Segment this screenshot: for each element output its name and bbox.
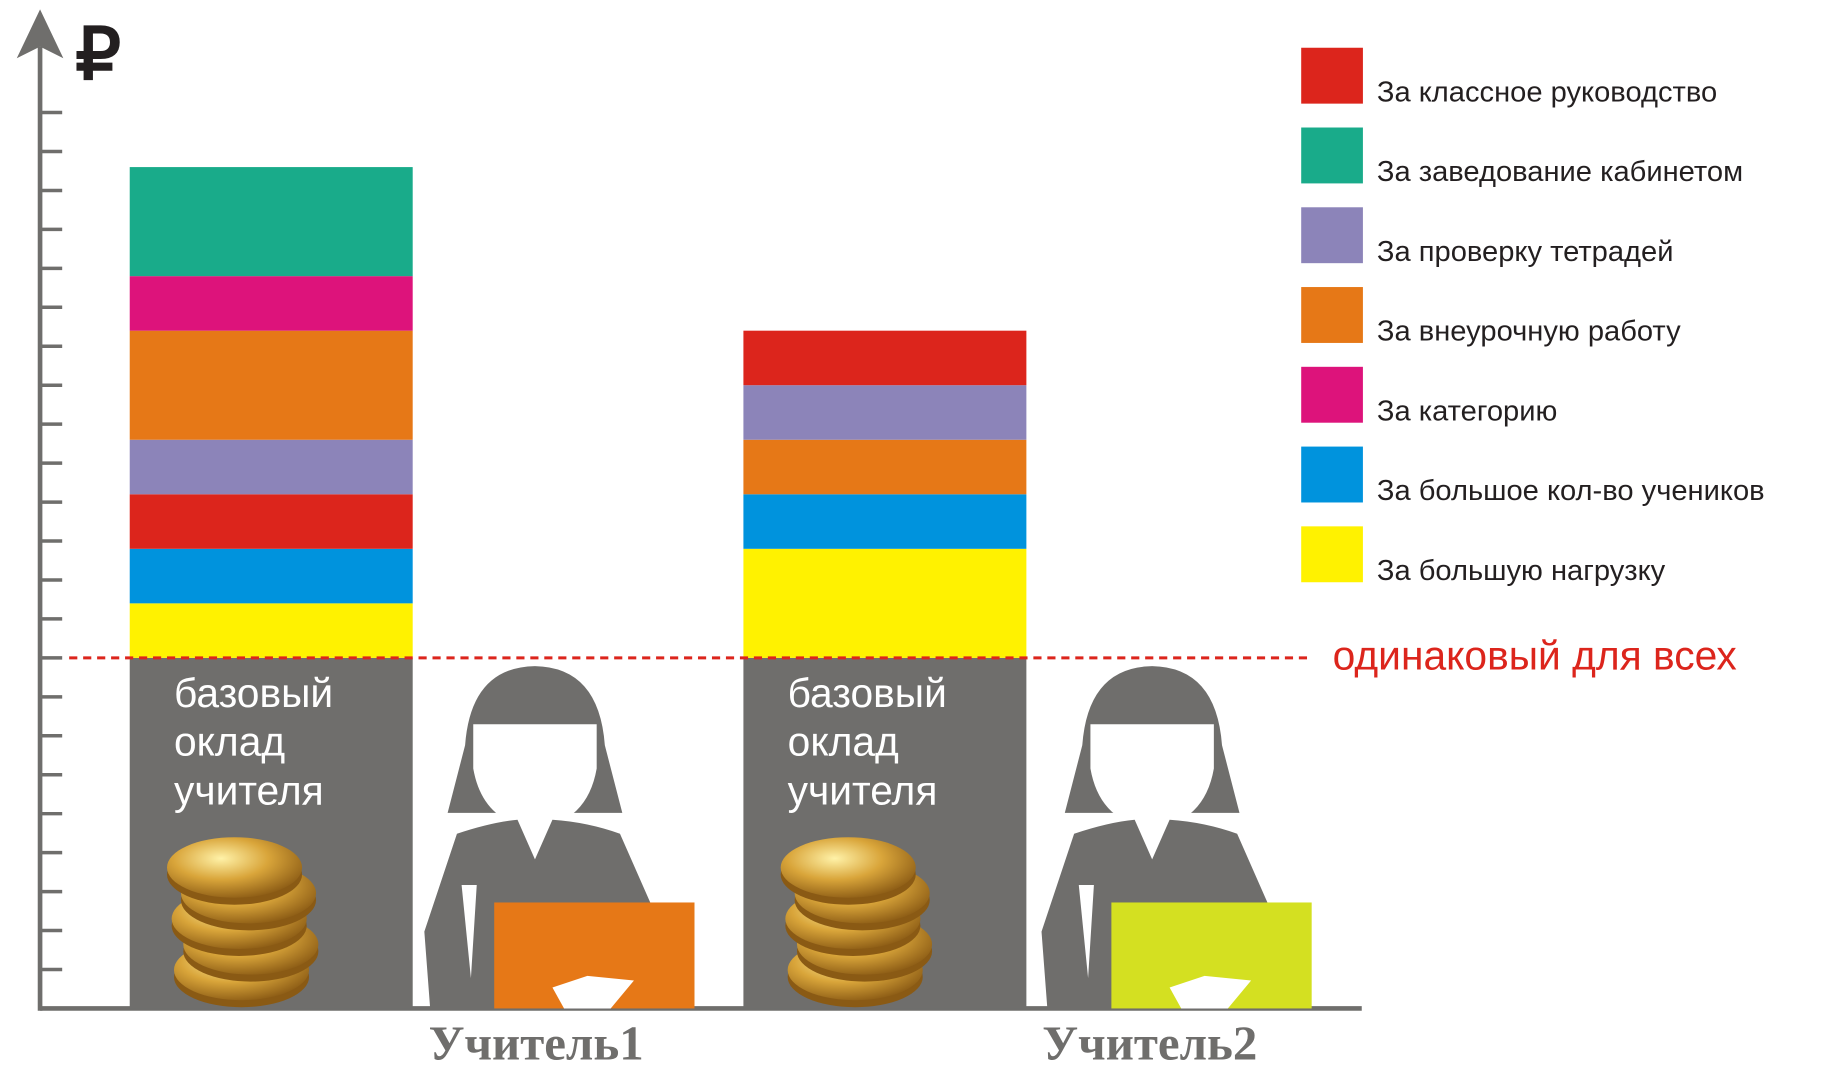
bar-segment bbox=[130, 494, 413, 549]
legend-label: За заведование кабинетом bbox=[1377, 156, 1743, 188]
bar-segment bbox=[130, 276, 413, 331]
legend-swatch bbox=[1301, 447, 1363, 503]
legend-label: За категорию bbox=[1377, 395, 1557, 427]
bar-segment bbox=[743, 385, 1026, 440]
x-tick-label: Учитель2 bbox=[1042, 1016, 1257, 1069]
legend-swatch bbox=[1301, 128, 1363, 184]
bar-segment bbox=[743, 440, 1026, 495]
y-axis-label: ₽ bbox=[75, 15, 121, 95]
legend-swatch bbox=[1301, 48, 1363, 104]
legend-label: За внеурочную работу bbox=[1377, 316, 1681, 348]
coin bbox=[781, 837, 916, 898]
legend-swatch bbox=[1301, 287, 1363, 343]
bar-segment bbox=[130, 440, 413, 495]
legend-label: За проверку тетрадей bbox=[1377, 236, 1674, 268]
legend-label: За большую нагрузку bbox=[1377, 555, 1666, 587]
bar-segment bbox=[130, 331, 413, 440]
legend-label: За классное руководство bbox=[1377, 76, 1717, 108]
bar-segment bbox=[130, 603, 413, 658]
annotation: одинаковый для всех bbox=[1333, 633, 1737, 679]
bar-segment bbox=[743, 494, 1026, 549]
teacher-figure bbox=[1042, 666, 1312, 1008]
teacher-figure bbox=[424, 666, 694, 1008]
legend-label: За большое кол-во учеников bbox=[1377, 475, 1765, 507]
bar-segment bbox=[743, 549, 1026, 658]
legend-swatch bbox=[1301, 207, 1363, 263]
bar-segment bbox=[130, 549, 413, 604]
legend-swatch bbox=[1301, 367, 1363, 423]
chart: ₽ базовыйокладучителяУчитель1базовыйокла… bbox=[0, 0, 1835, 1069]
legend-swatch bbox=[1301, 526, 1363, 582]
page: ₽ базовыйокладучителяУчитель1базовыйокла… bbox=[0, 0, 1835, 1069]
bar-segment bbox=[743, 331, 1026, 386]
bar-segment bbox=[130, 167, 413, 276]
coin bbox=[167, 837, 302, 898]
x-tick-label: Учитель1 bbox=[429, 1016, 644, 1069]
